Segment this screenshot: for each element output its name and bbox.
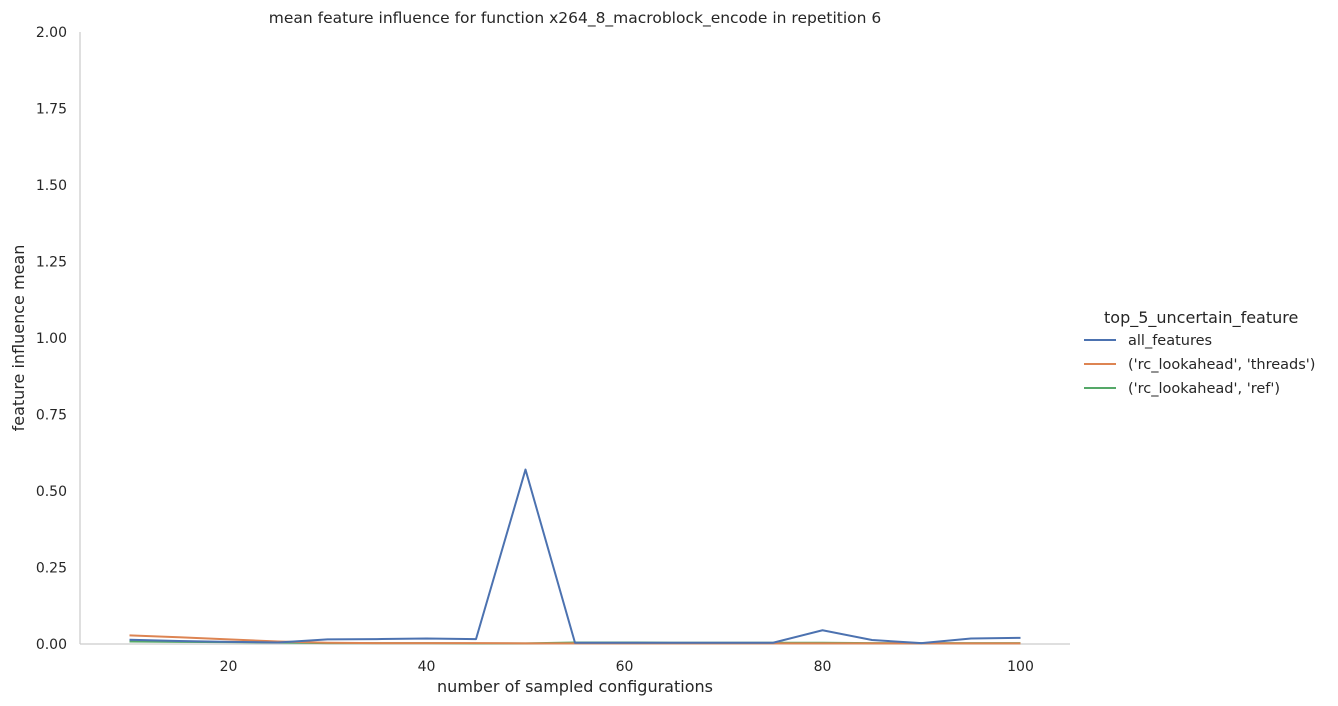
legend-label: ('rc_lookahead', 'ref'): [1128, 381, 1280, 397]
y-tick-label: 1.75: [36, 102, 67, 118]
y-tick-label: 2.00: [36, 25, 67, 41]
y-tick-label: 1.25: [36, 255, 67, 271]
y-tick-label: 0.00: [36, 637, 67, 653]
y-tick-label: 1.50: [36, 178, 67, 194]
y-axis-label: feature influence mean: [9, 245, 28, 432]
x-axis-label: number of sampled configurations: [437, 677, 713, 696]
legend: top_5_uncertain_feature all_features ('rc…: [1084, 308, 1315, 397]
chart-title: mean feature influence for function x264…: [269, 9, 881, 28]
y-tick-label: 0.50: [36, 484, 67, 500]
x-tick-labels: 20 40 60 80 100: [220, 659, 1034, 675]
y-tick-label: 1.00: [36, 331, 67, 347]
legend-label: ('rc_lookahead', 'threads'): [1128, 357, 1315, 373]
x-tick-label: 40: [418, 659, 436, 675]
series-line-0: [129, 468, 1021, 645]
x-tick-label: 80: [814, 659, 832, 675]
x-tick-label: 60: [616, 659, 634, 675]
legend-label: all_features: [1128, 333, 1212, 349]
legend-title: top_5_uncertain_feature: [1104, 308, 1298, 328]
y-tick-label: 0.75: [36, 408, 67, 424]
x-tick-label: 100: [1007, 659, 1034, 675]
y-tick-labels: 0.00 0.25 0.50 0.75 1.00 1.25 1.50 1.75 2.00: [36, 25, 67, 653]
y-tick-label: 0.25: [36, 561, 67, 577]
series-lines: [129, 468, 1021, 645]
legend-items: all_features ('rc_lookahead', 'threads') (…: [1084, 333, 1315, 397]
x-tick-label: 20: [220, 659, 238, 675]
